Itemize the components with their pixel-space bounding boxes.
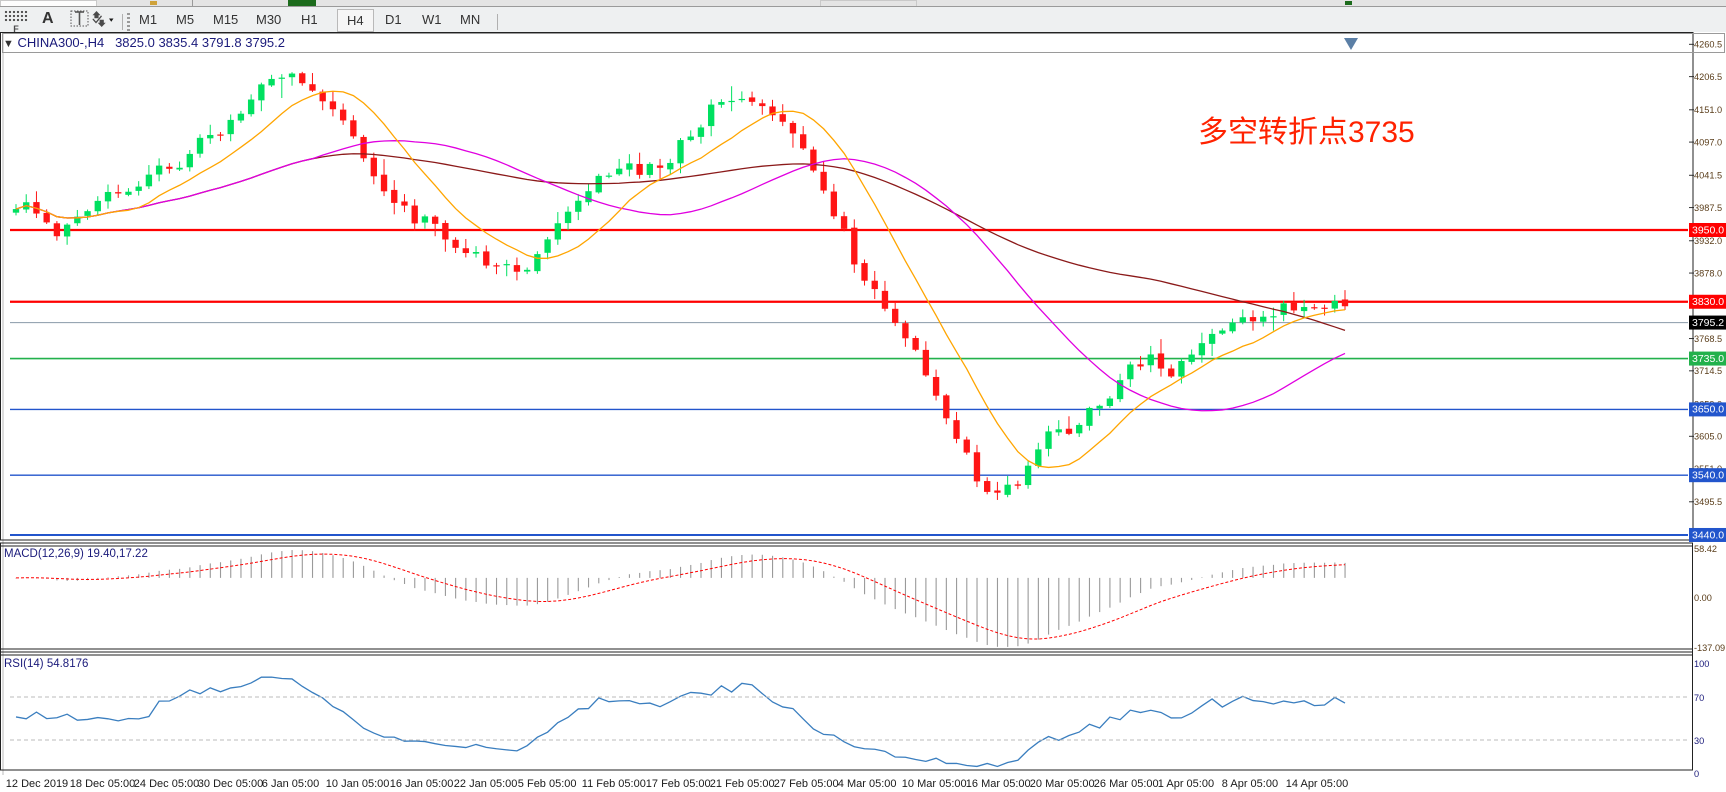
svg-text:3650.0: 3650.0 <box>1692 404 1724 416</box>
svg-text:3950.0: 3950.0 <box>1692 224 1724 236</box>
svg-text:0: 0 <box>1694 769 1699 779</box>
svg-text:30: 30 <box>1694 736 1704 746</box>
svg-text:24 Dec 05:00: 24 Dec 05:00 <box>134 778 199 790</box>
svg-text:3932.0: 3932.0 <box>1694 236 1722 246</box>
svg-text:22 Jan 05:00: 22 Jan 05:00 <box>454 778 518 790</box>
svg-text:3495.5: 3495.5 <box>1694 497 1722 507</box>
svg-text:3987.5: 3987.5 <box>1694 203 1722 213</box>
svg-text:MACD(12,26,9) 19.40,17.22: MACD(12,26,9) 19.40,17.22 <box>4 548 148 560</box>
svg-text:多空转折点3735: 多空转折点3735 <box>1198 116 1415 149</box>
svg-text:0.00: 0.00 <box>1694 593 1712 603</box>
svg-text:4041.5: 4041.5 <box>1694 171 1722 181</box>
svg-text:4206.5: 4206.5 <box>1694 72 1722 82</box>
svg-text:11 Feb 05:00: 11 Feb 05:00 <box>582 778 646 790</box>
svg-text:5 Feb 05:00: 5 Feb 05:00 <box>518 778 577 790</box>
svg-text:16 Jan 05:00: 16 Jan 05:00 <box>390 778 454 790</box>
svg-text:3440.0: 3440.0 <box>1692 529 1724 541</box>
svg-text:3878.0: 3878.0 <box>1694 268 1722 278</box>
svg-text:3768.5: 3768.5 <box>1694 334 1722 344</box>
svg-text:3540.0: 3540.0 <box>1692 469 1724 481</box>
svg-text:6 Jan 05:00: 6 Jan 05:00 <box>262 778 320 790</box>
svg-text:27 Feb 05:00: 27 Feb 05:00 <box>774 778 839 790</box>
svg-text:3830.0: 3830.0 <box>1692 296 1724 308</box>
svg-text:RSI(14) 54.8176: RSI(14) 54.8176 <box>4 658 88 670</box>
svg-text:4097.0: 4097.0 <box>1694 137 1722 147</box>
svg-text:100: 100 <box>1694 659 1709 669</box>
svg-text:10 Jan 05:00: 10 Jan 05:00 <box>326 778 390 790</box>
svg-text:4 Mar 05:00: 4 Mar 05:00 <box>838 778 897 790</box>
svg-text:3605.0: 3605.0 <box>1694 432 1722 442</box>
svg-text:70: 70 <box>1694 693 1704 703</box>
svg-text:4151.0: 4151.0 <box>1694 105 1722 115</box>
svg-text:12 Dec 2019: 12 Dec 2019 <box>6 778 68 790</box>
svg-text:3714.5: 3714.5 <box>1694 366 1722 376</box>
svg-text:16 Mar 05:00: 16 Mar 05:00 <box>966 778 1031 790</box>
svg-text:20 Mar 05:00: 20 Mar 05:00 <box>1030 778 1095 790</box>
svg-text:3735.0: 3735.0 <box>1692 353 1724 365</box>
svg-text:18 Dec 05:00: 18 Dec 05:00 <box>70 778 135 790</box>
svg-text:-137.09: -137.09 <box>1694 643 1725 653</box>
svg-text:1 Apr 05:00: 1 Apr 05:00 <box>1158 778 1214 790</box>
svg-text:10 Mar 05:00: 10 Mar 05:00 <box>902 778 967 790</box>
svg-text:17 Feb 05:00: 17 Feb 05:00 <box>646 778 711 790</box>
svg-text:30 Dec 05:00: 30 Dec 05:00 <box>198 778 263 790</box>
svg-text:3795.2: 3795.2 <box>1692 317 1724 329</box>
svg-text:26 Mar 05:00: 26 Mar 05:00 <box>1094 778 1159 790</box>
svg-text:58.42: 58.42 <box>1694 544 1717 554</box>
svg-text:14 Apr 05:00: 14 Apr 05:00 <box>1286 778 1348 790</box>
svg-text:8 Apr 05:00: 8 Apr 05:00 <box>1222 778 1278 790</box>
svg-text:21 Feb 05:00: 21 Feb 05:00 <box>710 778 775 790</box>
